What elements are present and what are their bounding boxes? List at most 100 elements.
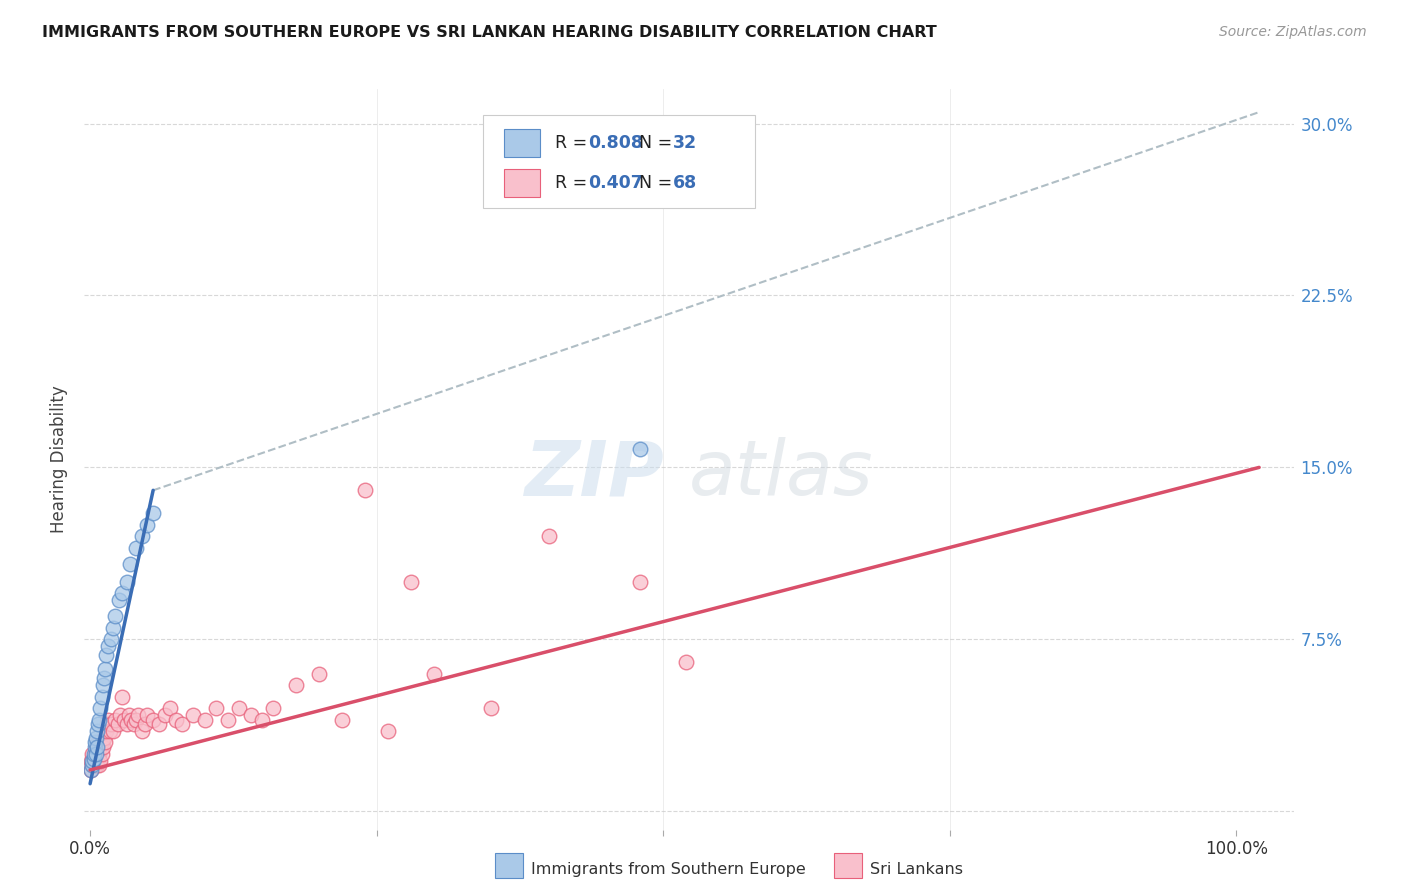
Point xyxy=(136,708,159,723)
Point xyxy=(153,708,176,723)
Text: Immigrants from Southern Europe: Immigrants from Southern Europe xyxy=(531,863,806,877)
Point xyxy=(86,739,108,754)
Point xyxy=(83,735,105,749)
Point xyxy=(84,747,107,761)
Point xyxy=(91,739,114,754)
Point xyxy=(89,754,111,768)
Point xyxy=(125,713,148,727)
Point xyxy=(127,708,149,723)
Point xyxy=(84,747,107,761)
Point xyxy=(114,713,136,727)
Point xyxy=(330,713,353,727)
Text: 0.407: 0.407 xyxy=(589,174,644,192)
Bar xyxy=(503,169,540,197)
Point xyxy=(90,747,112,761)
Point xyxy=(107,717,129,731)
Point xyxy=(80,763,103,777)
Point xyxy=(94,724,117,739)
Point xyxy=(377,724,399,739)
Point xyxy=(84,731,107,745)
Text: R =: R = xyxy=(555,134,592,152)
Point xyxy=(87,717,110,731)
Point xyxy=(83,758,105,772)
Point xyxy=(94,648,117,663)
Point xyxy=(82,758,104,772)
Point xyxy=(134,717,156,731)
Point xyxy=(354,483,377,498)
Point xyxy=(89,739,111,754)
Point xyxy=(82,747,104,761)
Text: IMMIGRANTS FROM SOUTHERN EUROPE VS SRI LANKAN HEARING DISABILITY CORRELATION CHA: IMMIGRANTS FROM SOUTHERN EUROPE VS SRI L… xyxy=(42,25,936,40)
Point xyxy=(89,747,111,761)
Point xyxy=(82,754,104,768)
Point xyxy=(423,666,446,681)
Point xyxy=(159,701,181,715)
Point xyxy=(217,713,239,727)
Point xyxy=(111,690,134,704)
Point xyxy=(263,701,285,715)
Point xyxy=(100,717,122,731)
Text: 68: 68 xyxy=(673,174,697,192)
Point xyxy=(675,655,697,669)
Text: N =: N = xyxy=(640,174,678,192)
Point xyxy=(86,739,108,754)
Text: R =: R = xyxy=(555,174,592,192)
Point xyxy=(142,506,165,520)
Point xyxy=(89,758,111,772)
Point xyxy=(83,758,105,772)
Point xyxy=(80,763,103,777)
Y-axis label: Hearing Disability: Hearing Disability xyxy=(51,385,69,533)
Point xyxy=(98,724,121,739)
Point xyxy=(83,754,105,768)
Point xyxy=(181,708,204,723)
Point xyxy=(148,717,170,731)
Point xyxy=(91,678,114,692)
Point xyxy=(111,586,134,600)
Point xyxy=(97,639,120,653)
Point xyxy=(86,724,108,739)
Point xyxy=(83,747,105,761)
Point xyxy=(628,574,651,589)
Point xyxy=(93,731,115,745)
Point xyxy=(87,735,110,749)
Point xyxy=(94,662,117,676)
Point xyxy=(84,754,107,768)
Point xyxy=(89,701,111,715)
Text: ZIP: ZIP xyxy=(524,437,665,511)
Point xyxy=(90,690,112,704)
Point xyxy=(250,713,273,727)
Text: 0.808: 0.808 xyxy=(589,134,644,152)
Text: Sri Lankans: Sri Lankans xyxy=(870,863,963,877)
Point xyxy=(120,713,142,727)
Point xyxy=(239,708,262,723)
Point xyxy=(115,574,138,589)
Point xyxy=(537,529,560,543)
Point xyxy=(115,717,138,731)
Point xyxy=(136,517,159,532)
Bar xyxy=(503,128,540,157)
Point xyxy=(122,717,145,731)
Text: Source: ZipAtlas.com: Source: ZipAtlas.com xyxy=(1219,25,1367,39)
Point xyxy=(100,632,122,647)
Point xyxy=(89,713,111,727)
Point xyxy=(87,747,110,761)
Point xyxy=(131,724,153,739)
Point xyxy=(96,717,118,731)
Point xyxy=(108,708,131,723)
Point xyxy=(80,754,103,768)
Point xyxy=(107,593,129,607)
Point xyxy=(194,713,217,727)
Point xyxy=(82,758,104,772)
Point xyxy=(125,541,148,555)
Point xyxy=(131,529,153,543)
Point xyxy=(118,708,141,723)
Point xyxy=(86,758,108,772)
Point xyxy=(142,713,165,727)
Point xyxy=(94,735,117,749)
Point xyxy=(399,574,422,589)
FancyBboxPatch shape xyxy=(484,115,755,208)
Point xyxy=(308,666,330,681)
Text: 32: 32 xyxy=(673,134,697,152)
Text: N =: N = xyxy=(640,134,678,152)
Point xyxy=(101,621,124,635)
